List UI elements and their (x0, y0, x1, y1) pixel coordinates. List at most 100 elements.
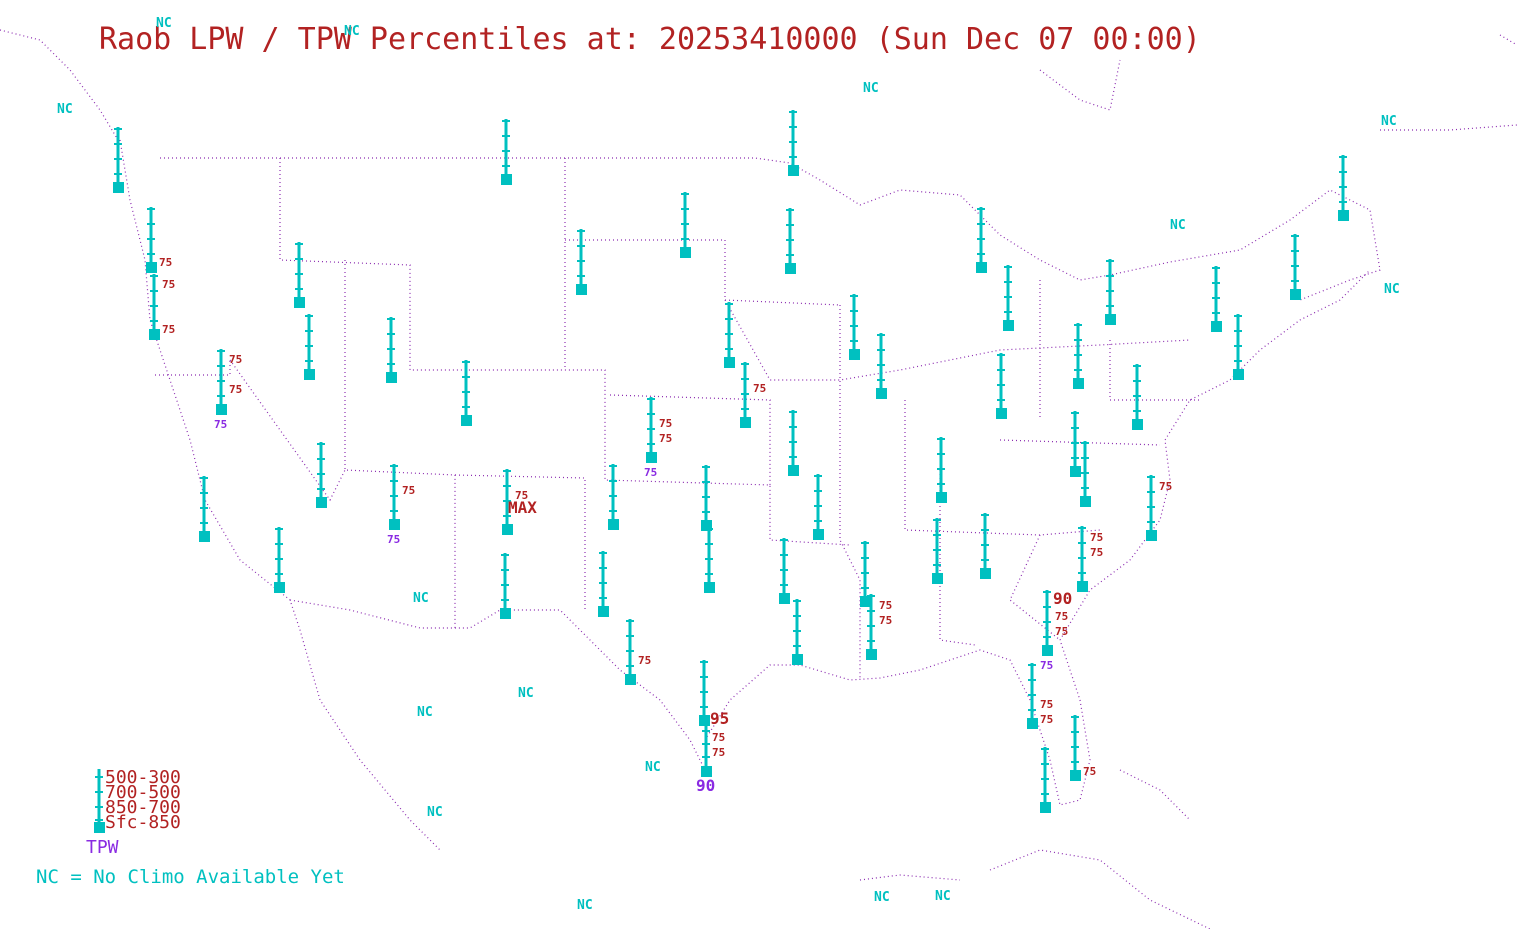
tpw-percentile-label: 75 (1040, 659, 1053, 672)
station-box (932, 573, 943, 584)
station-marker: 75 (1070, 715, 1096, 781)
station-box (1290, 289, 1301, 300)
station-box (576, 284, 587, 295)
station-marker (1073, 323, 1084, 389)
station-box (316, 497, 327, 508)
station-box (724, 357, 735, 368)
nc-label: NC (57, 102, 73, 117)
station-marker (274, 527, 285, 593)
map-title: Raob LPW / TPW Percentiles at: 202534100… (99, 22, 1201, 57)
percentile-label: 75 (879, 599, 892, 612)
nc-label: NC (863, 81, 879, 96)
legend-layer-700-500: 700-500 (105, 782, 181, 803)
station-marker (1040, 747, 1051, 813)
percentile-label: 75 (1159, 480, 1172, 493)
nc-label: NC (413, 591, 429, 606)
station-marker (976, 207, 987, 273)
legend-layer-850-700: 850-700 (105, 797, 181, 818)
legend: 500-300 700-500 850-700 Sfc-850 TPW NC =… (36, 767, 345, 888)
percentile-label: 75 (229, 353, 242, 366)
station-marker: 75 (625, 619, 651, 685)
station-marker (996, 353, 1007, 419)
nc-label: NC (518, 686, 534, 701)
station-marker (461, 360, 472, 426)
percentile-label: 75 (1055, 625, 1068, 638)
station-marker (936, 437, 947, 503)
legend-tpw-label: TPW (86, 837, 119, 858)
station-marker (316, 442, 327, 508)
station-box (389, 519, 400, 530)
station-marker (1105, 259, 1116, 325)
station-marker (598, 551, 609, 617)
station-marker: 75 75 75 (644, 397, 672, 479)
nc-label: NC (935, 889, 951, 904)
nc-label: NC (645, 760, 661, 775)
station-box (199, 531, 210, 542)
station-marker: 90 75 75 75 (1040, 589, 1072, 672)
station-box (701, 766, 712, 777)
station-marker (1211, 266, 1222, 332)
station-box (598, 606, 609, 617)
station-box (500, 608, 511, 619)
station-box (461, 415, 472, 426)
percentile-label: 75 (879, 614, 892, 627)
percentile-label: 75 (1040, 698, 1053, 711)
station-marker (1233, 314, 1244, 380)
station-box (1132, 419, 1143, 430)
percentile-label: 75 (659, 432, 672, 445)
station-box (1070, 770, 1081, 781)
station-marker (294, 242, 305, 308)
station-marker (1290, 234, 1301, 300)
legend-layer-500-300: 500-300 (105, 767, 181, 788)
station-box (386, 372, 397, 383)
station-box (996, 408, 1007, 419)
station-markers: 757575757575757575MAX7575757595757590757… (113, 110, 1349, 813)
station-marker (1080, 441, 1091, 507)
station-box (680, 247, 691, 258)
station-box (1233, 369, 1244, 380)
map-borders (0, 29, 1517, 929)
station-box (502, 524, 513, 535)
station-marker (704, 527, 715, 593)
station-box (936, 492, 947, 503)
nc-label: NC (1381, 114, 1397, 129)
nc-label: NC (1384, 282, 1400, 297)
station-box (113, 182, 124, 193)
percentile-label: 75 (162, 278, 175, 291)
nc-label: NC (417, 705, 433, 720)
percentile-label: 75 (159, 256, 172, 269)
station-box (1077, 581, 1088, 592)
percentile-label: 75 (402, 484, 415, 497)
station-box (779, 593, 790, 604)
station-marker (113, 127, 124, 193)
station-marker (849, 294, 860, 360)
station-marker (500, 553, 511, 619)
percentile-label: 75 (659, 417, 672, 430)
nc-label: NC (577, 898, 593, 913)
station-marker: 75 (1146, 475, 1172, 541)
station-marker (304, 314, 315, 380)
station-box (304, 369, 315, 380)
percentile-label: 75 (1040, 713, 1053, 726)
station-box (740, 417, 751, 428)
station-marker (860, 541, 871, 607)
no-climo-markers: NC NC NC NC NC NC NC NC NC NC NC NC NC NC NC (57, 16, 1400, 913)
percentile-label: 75 (753, 382, 766, 395)
percentile-label: 75 (712, 731, 725, 744)
station-marker (788, 410, 799, 476)
nc-label: NC (427, 805, 443, 820)
percentile-label: 75 (229, 383, 242, 396)
station-box (704, 582, 715, 593)
station-marker: 95 75 75 (699, 660, 729, 759)
station-marker: 75 75 75 (214, 349, 242, 431)
station-marker (501, 119, 512, 185)
station-box (1070, 466, 1081, 477)
station-marker (788, 110, 799, 176)
station-box (149, 329, 160, 340)
nc-label: NC (1170, 218, 1186, 233)
legend-tpw-box (94, 822, 105, 833)
station-box (1042, 645, 1053, 656)
